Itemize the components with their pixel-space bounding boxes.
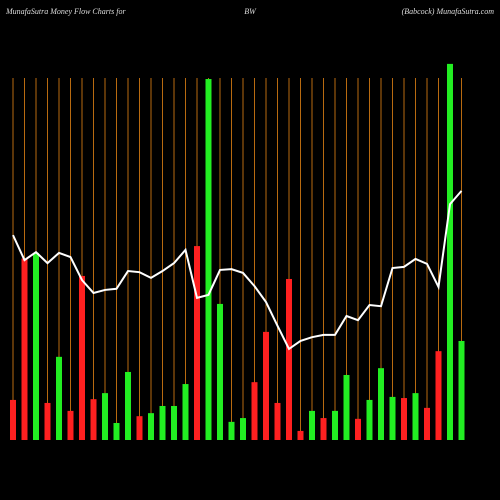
bar: [458, 340, 465, 440]
bar: [309, 410, 315, 440]
title-center: BW: [244, 7, 257, 16]
bar: [401, 398, 407, 440]
bar: [90, 399, 97, 440]
bar: [389, 396, 396, 440]
bar: [67, 410, 74, 440]
bar: [102, 393, 108, 440]
bar: [297, 430, 304, 440]
bar: [171, 405, 177, 440]
bar: [113, 422, 120, 440]
bar: [228, 421, 235, 440]
title-right: (Babcock) MunafaSutra.com: [402, 7, 495, 16]
bar: [263, 331, 269, 440]
bar: [79, 275, 85, 440]
money-flow-line: [12, 190, 463, 351]
bar: [21, 258, 28, 440]
bar: [343, 374, 350, 440]
bar: [194, 246, 200, 440]
bar: [435, 351, 442, 440]
bar: [159, 405, 166, 440]
bar: [217, 303, 223, 440]
bar: [136, 416, 143, 440]
bar: [366, 399, 373, 440]
bar: [286, 278, 292, 440]
bar: [44, 402, 51, 440]
bar: [274, 402, 281, 440]
bar: [251, 382, 258, 440]
bar: [125, 371, 131, 440]
bar: [148, 413, 154, 440]
bar: [240, 418, 246, 440]
bar: [320, 418, 327, 440]
bar: [182, 384, 189, 440]
bar: [56, 356, 62, 440]
bar: [378, 368, 384, 440]
bar: [447, 63, 453, 440]
bar: [205, 79, 212, 440]
bar: [33, 252, 39, 440]
bar: [412, 393, 419, 440]
bar: [355, 418, 361, 440]
title-left: MunafaSutra Money Flow Charts for: [5, 7, 126, 16]
bar: [10, 399, 16, 440]
bar: [424, 407, 430, 440]
bar: [332, 410, 338, 440]
